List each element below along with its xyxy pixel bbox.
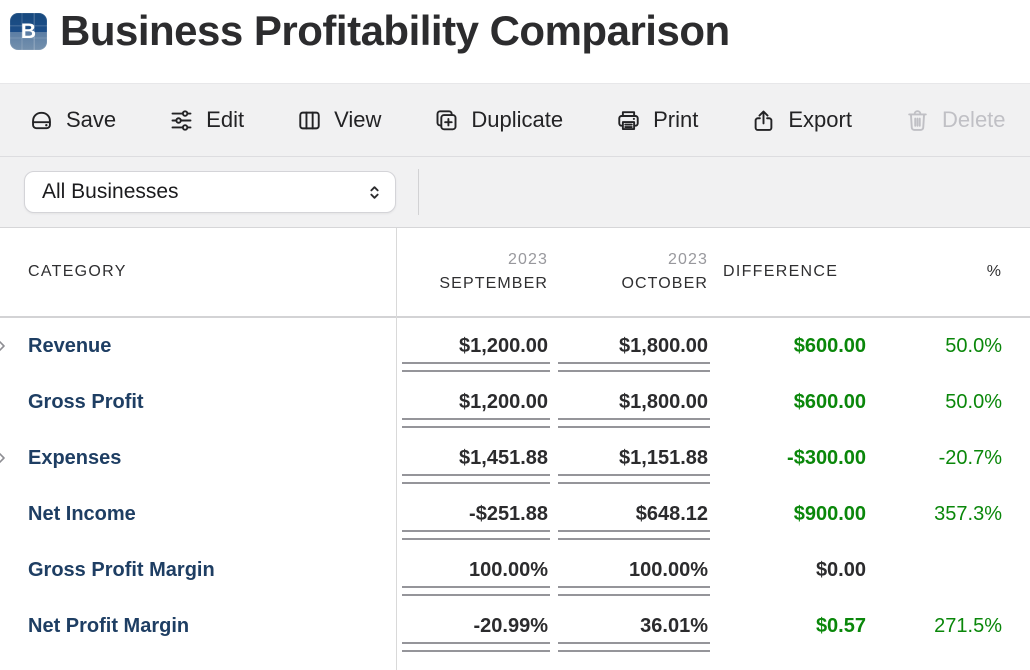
percent-value: 50.0% — [945, 390, 1002, 413]
save-button[interactable]: Save — [28, 107, 116, 134]
view-button-label: View — [334, 107, 382, 132]
toolbar: Save Edit View Duplicate Print Export Delete — [0, 83, 1030, 157]
columns-icon — [296, 107, 323, 134]
category-cell: Revenue — [0, 318, 396, 374]
filter-bar: All Businesses — [0, 157, 1030, 228]
table-row: Expenses $1,451.88 $1,151.88 -$300.00 -20.7% — [0, 430, 1030, 486]
print-button-label: Print — [653, 107, 699, 132]
table-row: Gross Profit $1,200.00 $1,800.00 $600.00 50.… — [0, 374, 1030, 430]
duplicate-button-label: Duplicate — [471, 107, 564, 132]
category-label[interactable]: Net Profit Margin — [28, 614, 190, 637]
column-header-difference: DIFFERENCE — [723, 263, 839, 280]
duplicate-icon — [433, 107, 460, 134]
table-row: Gross Profit Margin 100.00% 100.00% $0.00 — [0, 542, 1030, 598]
percent-value: 50.0% — [945, 334, 1002, 357]
chevron-updown-icon — [365, 183, 384, 202]
september-value: $1,200.00 — [402, 374, 550, 430]
category-cell: Gross Profit Margin — [0, 542, 396, 598]
delete-button: Delete — [904, 107, 1006, 134]
category-cell: Expenses — [0, 430, 396, 486]
september-value: $1,451.88 — [402, 430, 550, 486]
save-icon — [28, 107, 55, 134]
table-column-divider — [396, 228, 397, 670]
october-value: 36.01% — [558, 598, 710, 654]
table-row: Revenue $1,200.00 $1,800.00 $600.00 50.0% — [0, 318, 1030, 374]
column-header-category: CATEGORY — [28, 263, 127, 280]
october-value: $1,800.00 — [558, 318, 710, 374]
september-value: -$251.88 — [402, 486, 550, 542]
percent-value: 271.5% — [934, 614, 1002, 637]
printer-icon — [615, 107, 642, 134]
column-header-september-year: 2023 — [508, 251, 548, 268]
category-cell: Net Income — [0, 486, 396, 542]
category-label[interactable]: Gross Profit — [28, 390, 144, 413]
view-button[interactable]: View — [296, 107, 381, 134]
difference-value: $0.00 — [815, 558, 866, 581]
column-header-september: 2023 SEPTEMBER — [402, 248, 550, 296]
difference-value: $600.00 — [793, 390, 866, 413]
difference-value: -$300.00 — [787, 446, 866, 469]
save-button-label: Save — [66, 107, 117, 132]
column-header-october-month: OCTOBER — [621, 275, 708, 292]
difference-value: $600.00 — [793, 334, 866, 357]
sliders-icon — [168, 107, 195, 134]
app-logo-icon: B — [10, 13, 47, 50]
export-button[interactable]: Export — [750, 107, 852, 134]
expand-chevron-icon[interactable] — [0, 450, 10, 467]
page-title: Business Profitability Comparison — [60, 7, 730, 54]
category-cell: Gross Profit — [0, 374, 396, 430]
category-label[interactable]: Gross Profit Margin — [28, 558, 215, 581]
expand-chevron-icon[interactable] — [0, 338, 10, 355]
export-button-label: Export — [788, 107, 852, 132]
table-row: Net Profit Margin -20.99% 36.01% $0.57 271.5… — [0, 598, 1030, 654]
difference-value: $0.57 — [815, 614, 866, 637]
business-filter-value: All Businesses — [42, 180, 179, 203]
duplicate-button[interactable]: Duplicate — [433, 107, 563, 134]
trash-icon — [904, 107, 931, 134]
filter-bar-divider — [418, 169, 419, 215]
october-value: 100.00% — [558, 542, 710, 598]
percent-value: -20.7% — [938, 446, 1002, 469]
share-icon — [750, 107, 777, 134]
column-header-september-month: SEPTEMBER — [439, 275, 548, 292]
september-value: $1,200.00 — [402, 318, 550, 374]
category-label[interactable]: Revenue — [28, 334, 112, 357]
title-bar: B Business Profitability Comparison — [0, 0, 1030, 83]
column-header-october: 2023 OCTOBER — [558, 248, 710, 296]
october-value: $1,800.00 — [558, 374, 710, 430]
table-body: Revenue $1,200.00 $1,800.00 $600.00 50.0% Gro… — [0, 318, 1030, 654]
september-value: 100.00% — [402, 542, 550, 598]
print-button[interactable]: Print — [615, 107, 698, 134]
table-header: CATEGORY 2023 SEPTEMBER 2023 OCTOBER DIF… — [0, 228, 1030, 318]
column-header-october-year: 2023 — [668, 251, 708, 268]
edit-button-label: Edit — [206, 107, 245, 132]
edit-button[interactable]: Edit — [168, 107, 244, 134]
column-header-percent: % — [986, 263, 1002, 280]
september-value: -20.99% — [402, 598, 550, 654]
category-cell: Net Profit Margin — [0, 598, 396, 654]
category-label[interactable]: Expenses — [28, 446, 122, 469]
delete-button-label: Delete — [941, 107, 1006, 132]
category-label[interactable]: Net Income — [28, 502, 136, 525]
october-value: $648.12 — [558, 486, 710, 542]
table-row: Net Income -$251.88 $648.12 $900.00 357.3% — [0, 486, 1030, 542]
business-filter-select[interactable]: All Businesses — [24, 171, 396, 213]
app-logo-letter: B — [20, 19, 37, 43]
percent-value: 357.3% — [934, 502, 1002, 525]
october-value: $1,151.88 — [558, 430, 710, 486]
difference-value: $900.00 — [793, 502, 866, 525]
